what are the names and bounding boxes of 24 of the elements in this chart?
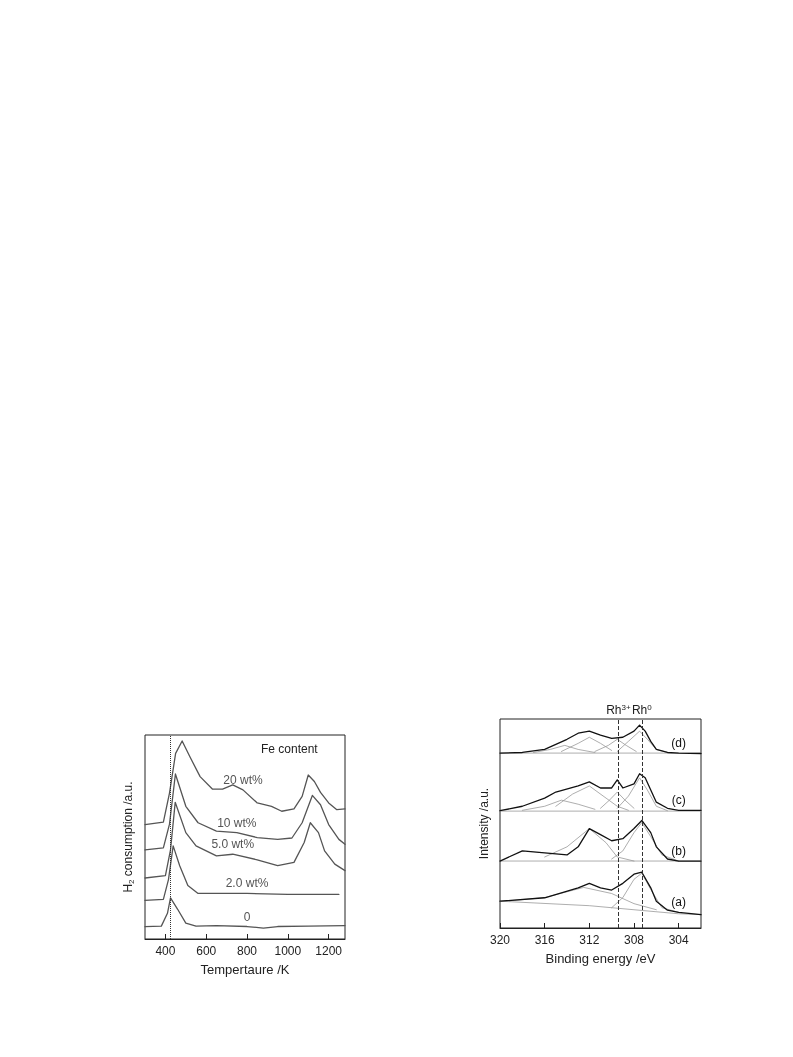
- series-label: (a): [671, 895, 686, 910]
- x-tick-label: 1200: [315, 944, 343, 958]
- x-axis-title: Binding energy /eV: [545, 951, 656, 966]
- series-label: 10 wt%: [217, 815, 257, 830]
- x-tick-label: 316: [534, 933, 555, 947]
- x-tick-label: 308: [623, 933, 645, 947]
- x-axis-title: Tempertaure /K: [200, 962, 290, 977]
- x-tick-label: 304: [668, 933, 689, 947]
- y-axis-title: H2 consumption /a.u.: [121, 781, 136, 893]
- series-label: 20 wt%: [223, 772, 263, 787]
- series-label: 5.0 wt%: [211, 837, 255, 852]
- series-label: 2.0 wt%: [225, 876, 269, 891]
- x-tick-label: 312: [579, 933, 600, 947]
- x-tick-label: 320: [489, 933, 511, 947]
- series-label: (d): [671, 736, 686, 751]
- x-tick-label: 600: [196, 944, 217, 958]
- series-label: 0: [243, 909, 251, 924]
- x-tick-label: 1000: [274, 944, 302, 958]
- annotation: Fe content: [261, 742, 319, 757]
- y-axis-title: Intensity /a.u.: [477, 787, 491, 860]
- x-tick-label: 800: [237, 944, 258, 958]
- x-tick-label: 400: [155, 944, 176, 958]
- series-label: (b): [671, 844, 686, 859]
- series-label: (c): [671, 793, 686, 808]
